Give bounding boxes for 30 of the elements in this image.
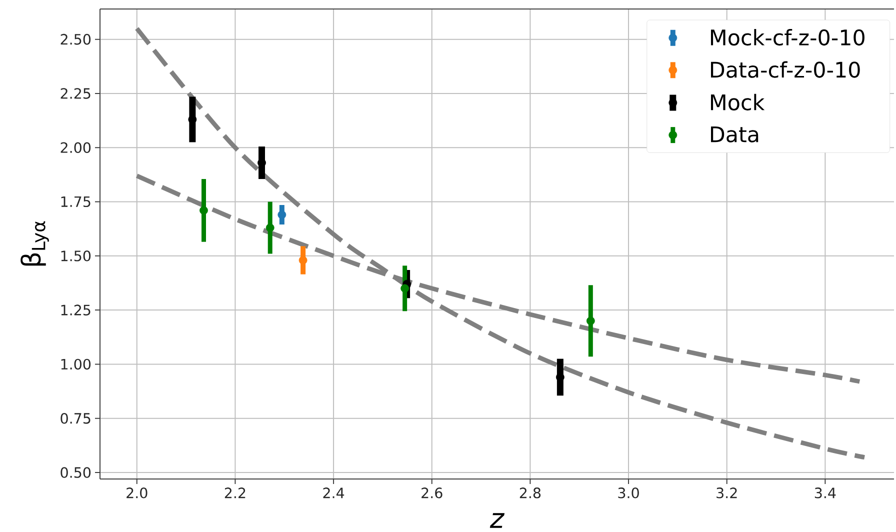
x-tick-label: 3.4 (814, 488, 836, 498)
legend-label: Mock-cf-z-0-10 (710, 28, 864, 46)
point (278, 210, 286, 219)
point (266, 224, 274, 232)
x-tick-label: 3.0 (618, 488, 639, 498)
point (298, 256, 308, 264)
x-tick-label: 2.4 (323, 488, 344, 498)
line-series (134, 26, 867, 460)
legend-label: Data (710, 126, 758, 142)
y-tick-label: 2.00 (60, 142, 91, 153)
y-tick-label: 1.25 (61, 304, 90, 316)
x-axis-title: z (490, 513, 505, 528)
point (400, 284, 410, 293)
y-tick-label: 2.50 (60, 34, 91, 45)
y-tick-label: 1.00 (61, 358, 91, 370)
x-tick-label: 2.2 (224, 488, 246, 498)
x-tick-label: 3.2 (716, 488, 737, 498)
point (586, 316, 595, 326)
x-tick-label: 2.6 (422, 488, 442, 498)
y-tick-label: 0.75 (60, 412, 90, 424)
x-tick-label: 2.8 (520, 488, 541, 498)
legend-label: Data-cf-z-0-10 (710, 61, 860, 78)
legend-label: Mock (710, 94, 765, 110)
point (200, 206, 208, 215)
y-tick-label: 2.25 (60, 88, 90, 99)
y-tick-label: 0.50 (60, 467, 91, 478)
x-tick-label: 2.0 (126, 488, 148, 498)
y-tick-label: 1.50 (61, 250, 91, 262)
y-axis-title: β$_{Lyα}$ (20, 221, 49, 266)
y-tick-label: 1.75 (61, 196, 90, 208)
